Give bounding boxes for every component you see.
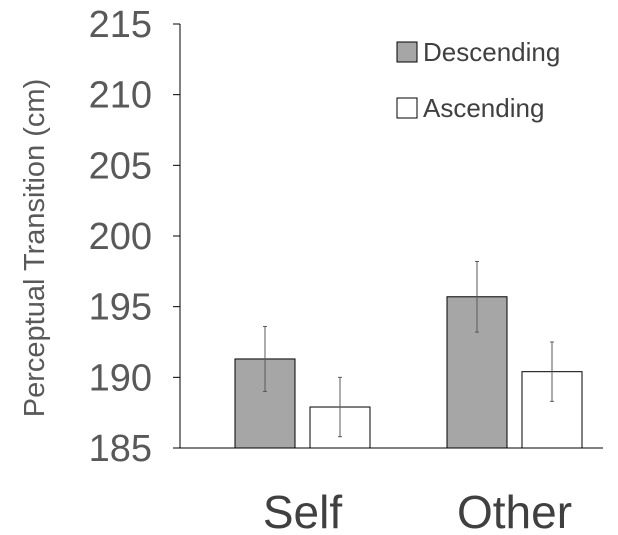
y-tick-label: 215 <box>89 4 152 46</box>
y-axis: 215 210 205 200 195 190 185 <box>89 4 603 470</box>
y-tick-label: 195 <box>89 287 152 329</box>
legend: Descending Ascending <box>396 37 560 123</box>
y-tick-label: 205 <box>89 145 152 187</box>
y-tick-label: 190 <box>89 357 152 399</box>
x-category-label: Other <box>457 486 572 535</box>
y-tick-label: 185 <box>89 428 152 470</box>
y-tick-label: 210 <box>89 75 152 117</box>
y-tick-label: 200 <box>89 216 152 258</box>
legend-label: Descending <box>423 37 560 67</box>
y-axis-title: Perceptual Transition (cm) <box>19 79 51 417</box>
bars <box>234 296 583 449</box>
legend-swatch <box>396 97 418 119</box>
error-bars <box>263 260 554 438</box>
legend-swatch <box>396 41 418 63</box>
x-category-label: Self <box>263 486 342 535</box>
legend-label: Ascending <box>423 93 544 123</box>
x-axis-categories: Self Other <box>263 486 572 535</box>
